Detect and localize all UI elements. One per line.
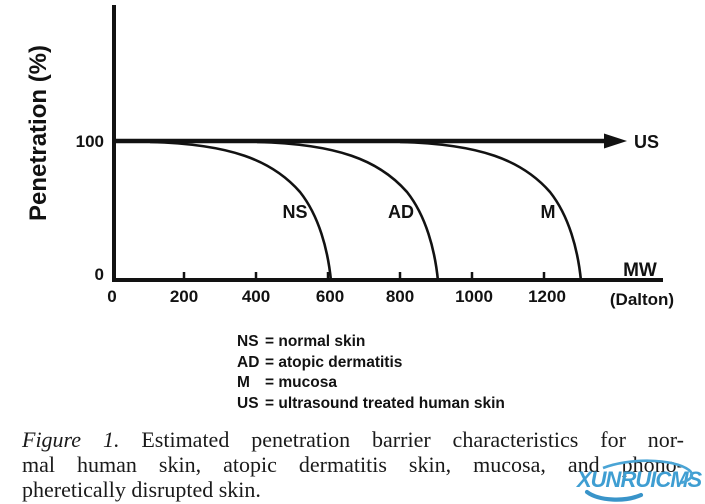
legend-abbr: US [237,394,259,412]
x-tick-marks [182,272,546,279]
label-m: M [541,202,556,222]
legend-text: = atopic dermatitis [265,353,403,371]
label-ad: AD [388,202,414,222]
x-tick-1000: 1000 [455,287,493,306]
legend-item-ns: NS = normal skin [237,332,505,353]
xunruicms-watermark: XUNRUICMS [575,459,704,502]
abbreviation-legend: NS = normal skin AD = atopic dermatitis M =… [237,332,505,414]
legend-text: = mucosa [265,374,337,391]
caption-text: Estimated penetration barrier characteri… [119,427,685,452]
y-axis-title: Penetration (%) [25,45,52,221]
y-tick-100: 100 [76,132,104,151]
x-tick-600: 600 [316,287,344,306]
watermark-text: XUNRUICMS [575,467,703,492]
label-ns: NS [282,202,307,222]
legend-item-ad: AD = atopic dermatitis [237,353,505,374]
legend-item-us: US = ultrasound treated human skin [237,394,505,415]
y-tick-0: 0 [95,265,104,284]
penetration-curves [149,140,583,282]
x-tick-400: 400 [242,287,270,306]
penetration-chart: Penetration (%) 100 0 0 200 400 600 800 … [25,5,674,309]
watermark-orbit-icon [584,459,694,502]
caption-line-3: pheretically disrupted skin. [22,477,261,502]
figure-number: Figure 1. [22,427,120,452]
label-us: US [634,132,659,152]
figure-caption: Figure 1. Estimated penetration barrier … [22,427,684,502]
caption-line-2: mal human skin, atopic dermatitis skin, … [22,452,684,477]
arrowhead-icon [604,133,627,149]
legend-abbr: AD [237,353,260,371]
curve-ad [256,140,440,282]
x-tick-200: 200 [170,287,198,306]
curve-ns [149,140,333,282]
caption-line-1: Figure 1. Estimated penetration barrier … [22,427,684,452]
legend-item-m: M = mucosa [237,373,505,394]
us-arrow [114,133,627,149]
curve-m [399,140,583,282]
legend-text: = ultrasound treated human skin [265,394,505,412]
x-tick-1200: 1200 [528,287,566,306]
legend-abbr: M [237,374,250,391]
x-axis-unit-mw: MW [623,260,657,281]
x-tick-800: 800 [386,287,414,306]
x-axis-unit-dalton: (Dalton) [610,290,674,309]
legend-text: = normal skin [265,333,366,350]
legend-abbr: NS [237,333,259,350]
x-tick-0: 0 [107,287,116,306]
